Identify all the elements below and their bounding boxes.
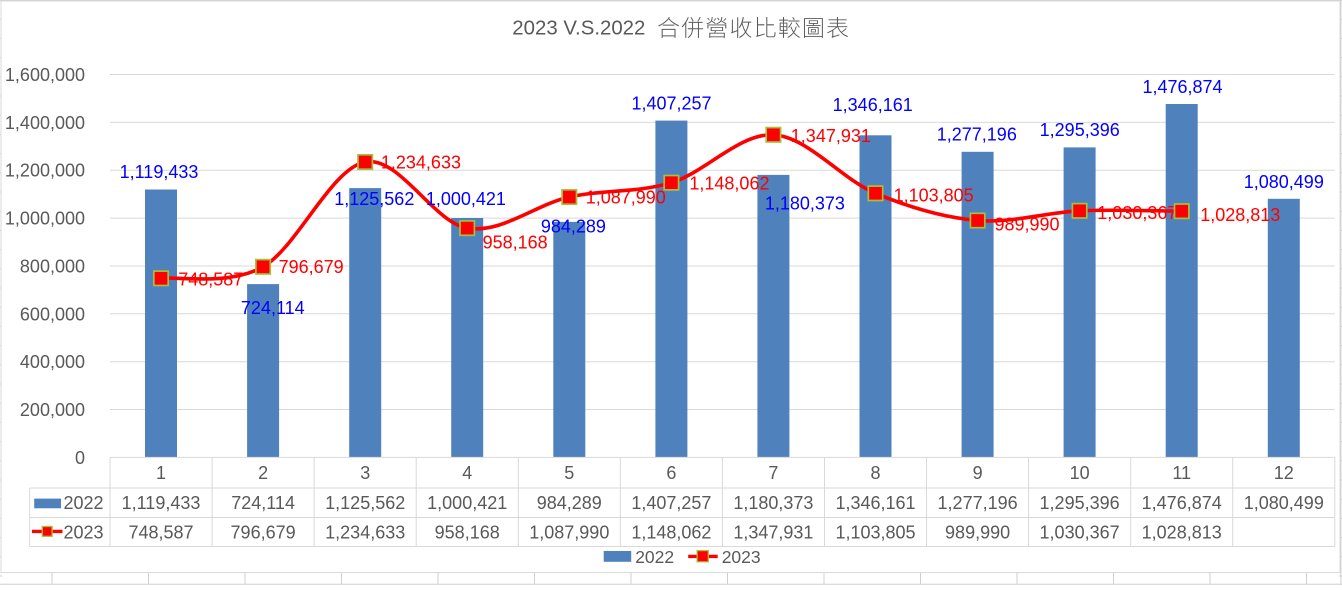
svg-text:1,103,805: 1,103,805 xyxy=(835,523,915,543)
svg-text:2023 V.S.2022: 2023 V.S.2022 xyxy=(512,18,645,40)
svg-text:4: 4 xyxy=(462,463,472,483)
svg-text:2: 2 xyxy=(258,463,268,483)
svg-text:748,587: 748,587 xyxy=(178,270,243,290)
svg-text:2022: 2022 xyxy=(635,547,674,567)
svg-text:1,277,196: 1,277,196 xyxy=(938,493,1018,513)
svg-text:2023: 2023 xyxy=(63,523,103,543)
svg-text:400,000: 400,000 xyxy=(20,352,85,372)
svg-text:1,234,633: 1,234,633 xyxy=(381,153,461,173)
svg-text:1,600,000: 1,600,000 xyxy=(5,65,85,85)
svg-text:1,000,421: 1,000,421 xyxy=(426,189,506,209)
svg-text:1,295,396: 1,295,396 xyxy=(1040,120,1120,140)
svg-text:989,990: 989,990 xyxy=(995,214,1060,234)
svg-text:958,168: 958,168 xyxy=(483,232,548,252)
svg-text:1,103,805: 1,103,805 xyxy=(894,186,974,206)
svg-text:1,407,257: 1,407,257 xyxy=(631,493,711,513)
svg-text:9: 9 xyxy=(973,463,983,483)
svg-text:3: 3 xyxy=(360,463,370,483)
svg-text:800,000: 800,000 xyxy=(20,257,85,277)
svg-text:1,148,062: 1,148,062 xyxy=(631,523,711,543)
svg-text:1,346,161: 1,346,161 xyxy=(833,95,913,115)
svg-text:600,000: 600,000 xyxy=(20,304,85,324)
svg-text:1,476,874: 1,476,874 xyxy=(1142,493,1222,513)
svg-text:1,400,000: 1,400,000 xyxy=(5,113,85,133)
svg-text:724,114: 724,114 xyxy=(241,298,305,318)
svg-text:984,289: 984,289 xyxy=(541,216,606,236)
svg-text:8: 8 xyxy=(870,463,880,483)
svg-text:200,000: 200,000 xyxy=(20,400,85,420)
svg-text:1,200,000: 1,200,000 xyxy=(5,161,85,181)
svg-text:2023: 2023 xyxy=(722,547,761,567)
svg-text:724,114: 724,114 xyxy=(231,493,295,513)
svg-text:1,087,990: 1,087,990 xyxy=(529,523,609,543)
svg-text:1,080,499: 1,080,499 xyxy=(1244,493,1324,513)
svg-text:796,679: 796,679 xyxy=(231,523,296,543)
svg-text:1,028,813: 1,028,813 xyxy=(1142,523,1222,543)
svg-text:1,119,433: 1,119,433 xyxy=(122,493,201,513)
svg-text:1,125,562: 1,125,562 xyxy=(334,189,414,209)
svg-text:10: 10 xyxy=(1070,463,1090,483)
svg-text:989,990: 989,990 xyxy=(945,523,1010,543)
svg-text:1,000,000: 1,000,000 xyxy=(5,209,85,229)
svg-text:1,277,196: 1,277,196 xyxy=(937,125,1017,145)
svg-text:1,028,813: 1,028,813 xyxy=(1200,205,1280,225)
svg-text:984,289: 984,289 xyxy=(537,493,602,513)
svg-text:1,180,373: 1,180,373 xyxy=(733,493,813,513)
svg-text:1,347,931: 1,347,931 xyxy=(733,523,813,543)
svg-text:1,030,367: 1,030,367 xyxy=(1040,523,1120,543)
svg-text:1,087,990: 1,087,990 xyxy=(586,187,666,207)
svg-text:1,000,421: 1,000,421 xyxy=(427,493,507,513)
svg-text:1,119,433: 1,119,433 xyxy=(120,162,199,182)
svg-text:1,347,931: 1,347,931 xyxy=(791,126,871,146)
svg-text:1,407,257: 1,407,257 xyxy=(631,93,711,113)
svg-text:1,148,062: 1,148,062 xyxy=(689,174,769,194)
svg-text:1,234,633: 1,234,633 xyxy=(325,523,405,543)
svg-text:1,030,367: 1,030,367 xyxy=(1097,203,1177,223)
svg-text:12: 12 xyxy=(1274,463,1294,483)
svg-text:1,180,373: 1,180,373 xyxy=(765,193,845,213)
svg-text:1,295,396: 1,295,396 xyxy=(1040,493,1120,513)
svg-text:2022: 2022 xyxy=(63,493,103,513)
svg-text:0: 0 xyxy=(75,448,85,468)
svg-text:796,679: 796,679 xyxy=(279,257,344,277)
svg-text:1,476,874: 1,476,874 xyxy=(1142,77,1222,97)
svg-text:1: 1 xyxy=(156,463,166,483)
svg-text:958,168: 958,168 xyxy=(435,523,500,543)
svg-text:1,125,562: 1,125,562 xyxy=(325,493,405,513)
svg-text:5: 5 xyxy=(564,463,574,483)
svg-text:11: 11 xyxy=(1172,463,1191,483)
svg-text:6: 6 xyxy=(666,463,676,483)
svg-text:1,080,499: 1,080,499 xyxy=(1244,172,1324,192)
svg-text:7: 7 xyxy=(768,463,778,483)
svg-text:748,587: 748,587 xyxy=(128,523,193,543)
svg-text:1,346,161: 1,346,161 xyxy=(835,493,915,513)
